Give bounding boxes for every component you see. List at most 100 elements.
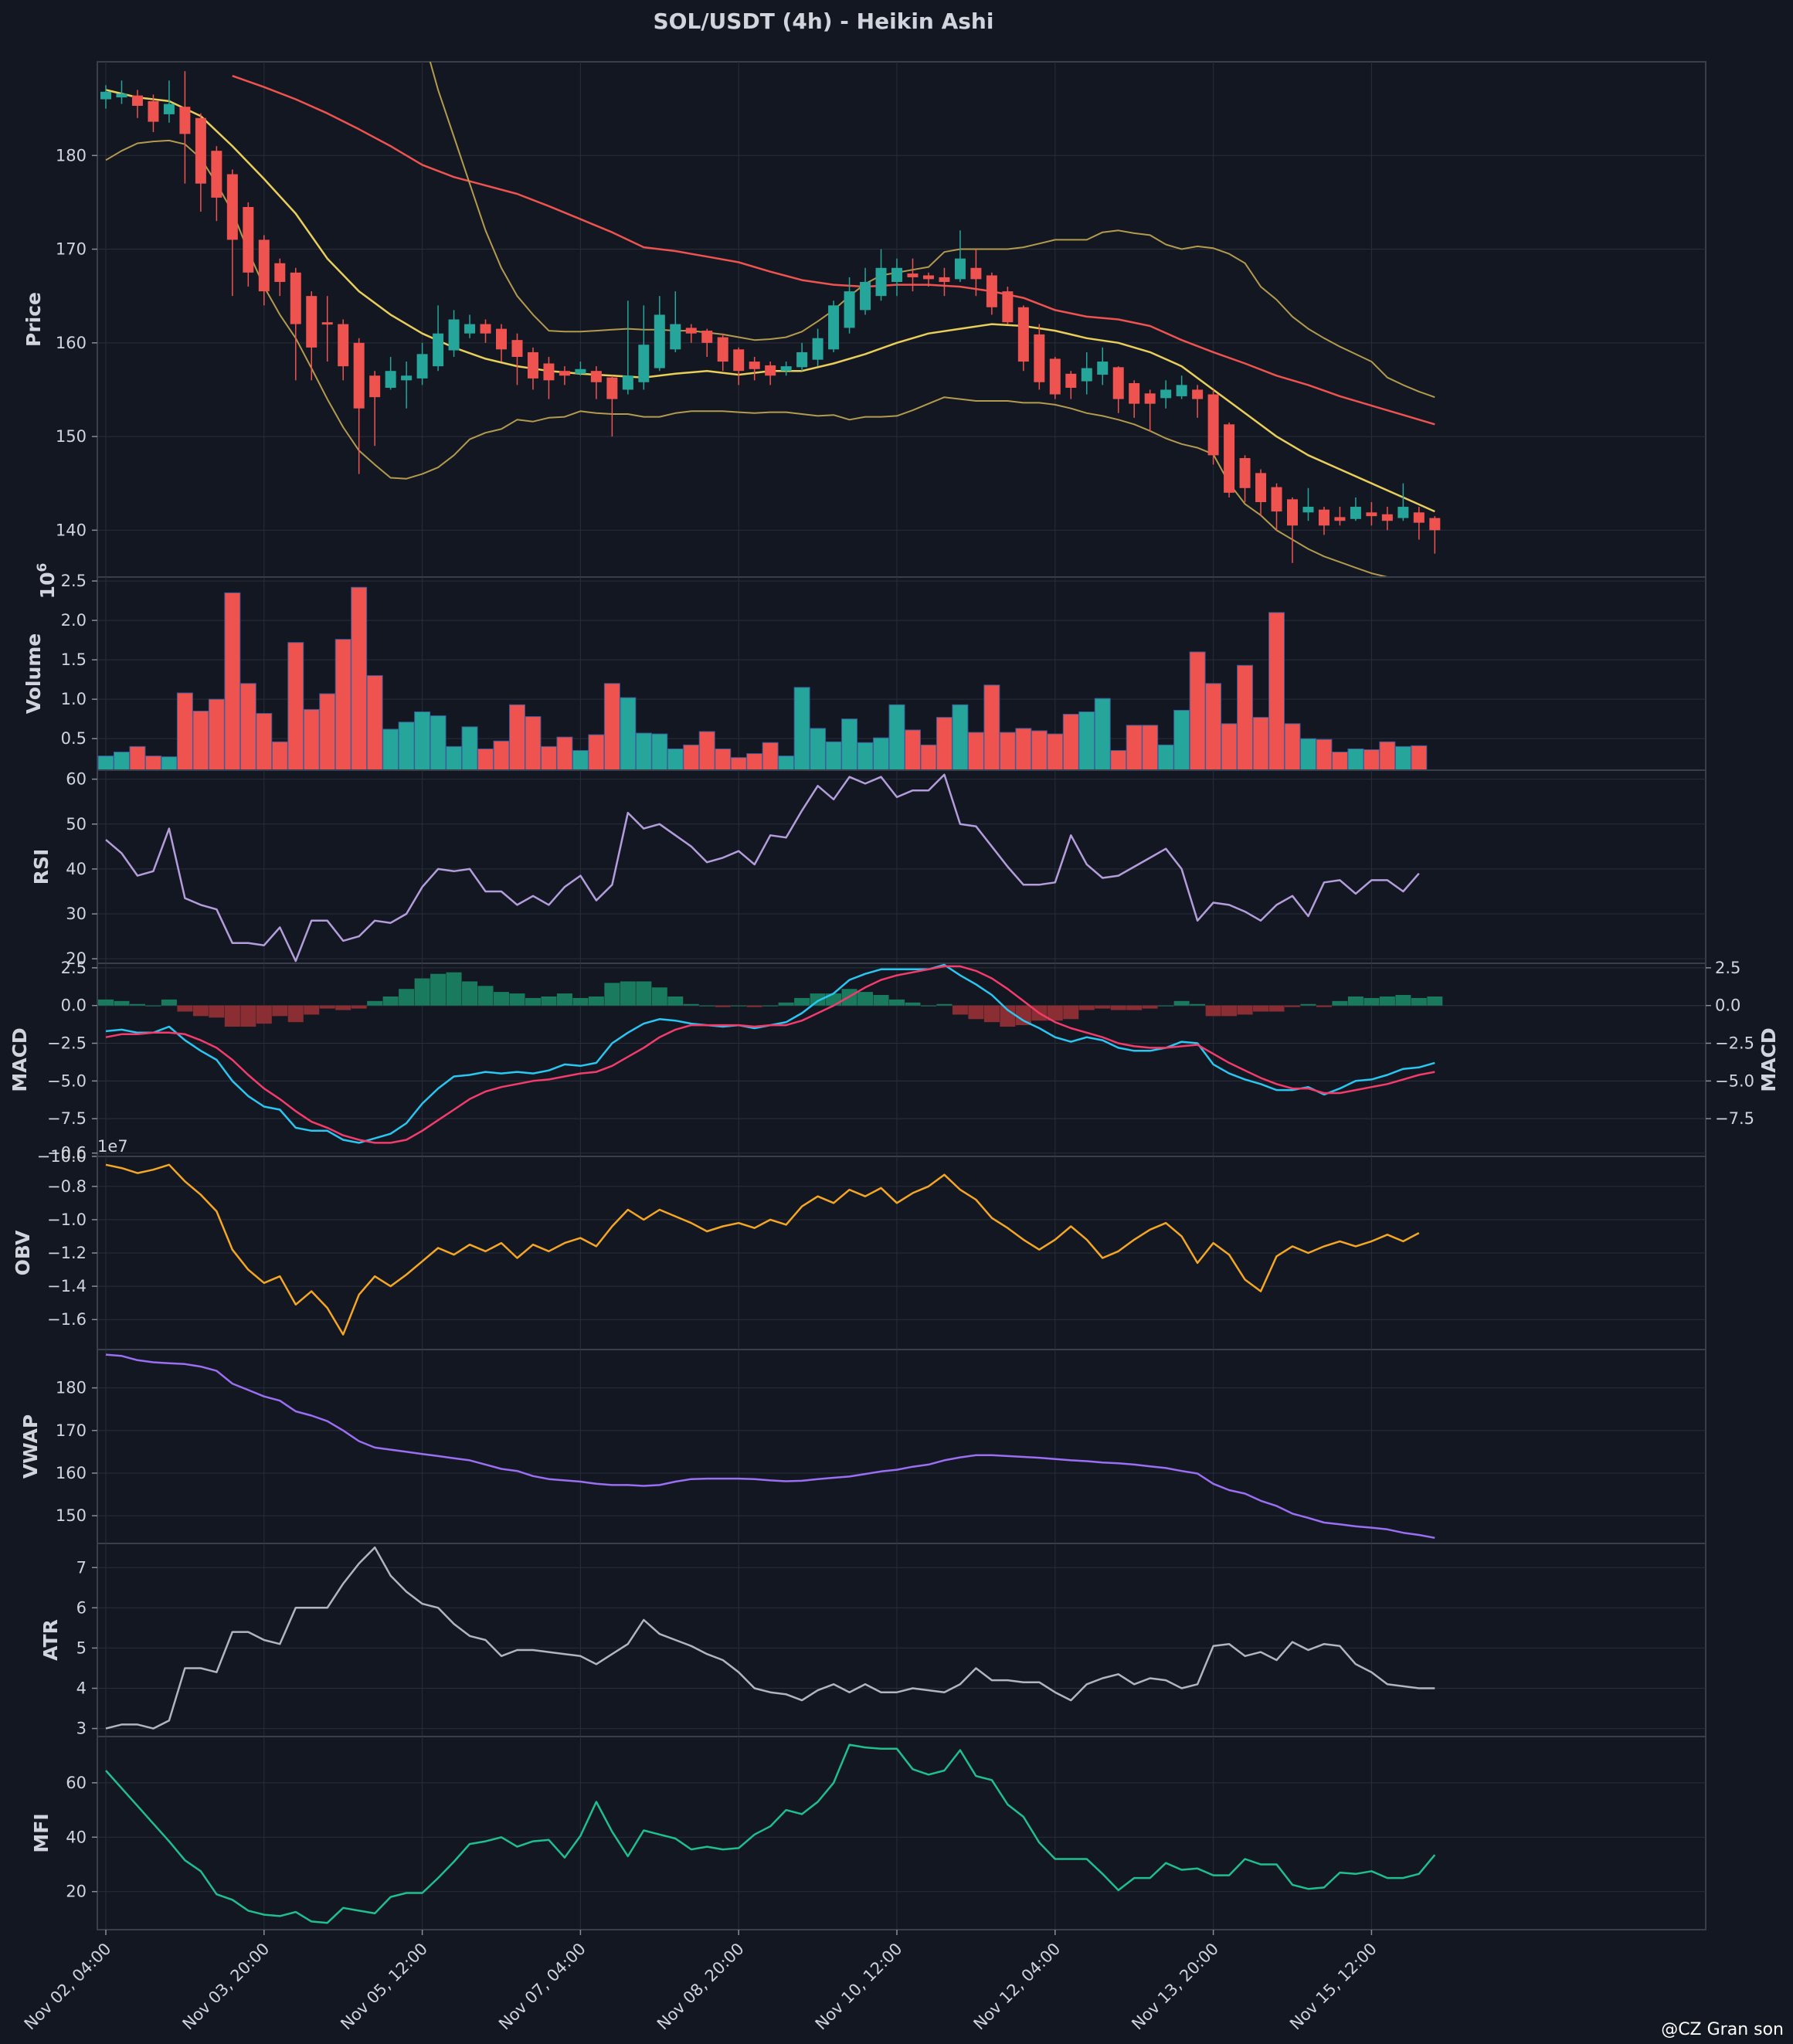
volume-bar [1299, 738, 1316, 771]
atr-ytick-label: 3 [76, 1720, 87, 1738]
volume-bar [793, 687, 810, 771]
vwap-ytick-label: 170 [56, 1421, 87, 1440]
macd-histogram-bar [1363, 997, 1380, 1006]
volume-bar [1316, 738, 1333, 771]
volume-bar [667, 748, 684, 771]
macd-histogram-bar [399, 989, 415, 1006]
macd-axis-label-left: MACD [8, 1027, 31, 1092]
atr-ytick-label: 4 [76, 1679, 87, 1698]
macd-histogram-bar [446, 972, 462, 1006]
obv-ytick-label: −1.2 [47, 1244, 87, 1262]
volume-bar [334, 639, 351, 771]
macd-histogram-bar [256, 1005, 272, 1024]
macd-histogram-bar [1253, 1005, 1269, 1012]
mfi-ytick-label: 60 [66, 1774, 87, 1792]
candle-down [338, 324, 349, 367]
macd-histogram-bar [1142, 1005, 1158, 1009]
candle-up [891, 267, 902, 282]
candle-up [1350, 507, 1361, 519]
macd-histogram-bar [382, 996, 399, 1006]
volume-bar [208, 698, 225, 771]
candle-down [1413, 512, 1425, 523]
macd-histogram-bar [272, 1005, 288, 1017]
candle-down [243, 206, 254, 273]
candle-down [939, 277, 950, 282]
candle-up [163, 104, 175, 114]
macd-histogram-bar [572, 997, 589, 1006]
macd-histogram-bar [604, 983, 620, 1006]
atr-ytick-label: 6 [76, 1598, 87, 1617]
atr-line [105, 1546, 1435, 1730]
candle-up [828, 305, 840, 350]
candle-up [385, 371, 396, 389]
macd-histogram-bar [335, 1005, 351, 1010]
candle-down [986, 275, 997, 307]
macd-ytick-label: 0.0 [1715, 997, 1740, 1015]
volume-bar [730, 757, 747, 771]
macd-ytick-label: −7.5 [47, 1109, 87, 1128]
candle-down [1381, 514, 1393, 521]
volume-bar [414, 711, 431, 771]
rsi-line [105, 773, 1420, 963]
volume-bar [572, 749, 589, 771]
volume-axis-label: Volume [22, 633, 45, 715]
macd-histogram-bar [983, 1005, 1000, 1023]
macd-histogram-bar [1047, 1005, 1063, 1021]
macd-histogram-bar [699, 1005, 715, 1007]
candle-down [195, 117, 206, 184]
macd-histogram-bar [651, 987, 667, 1006]
volume-ytick-label: 1.5 [61, 650, 87, 669]
candle-down [369, 375, 381, 398]
volume-bar [477, 748, 494, 771]
candle-down [274, 263, 286, 282]
candles [100, 71, 1441, 563]
volume-bar [873, 737, 890, 771]
candle-up [796, 351, 808, 368]
candle-down [321, 322, 333, 325]
obv-ytick-label: −0.6 [47, 1144, 87, 1163]
candle-down [1207, 394, 1219, 456]
volume-bar [1347, 748, 1364, 771]
macd-histogram-bar [1126, 1005, 1143, 1010]
candle-down [749, 362, 760, 369]
obv-ytick-label: −1.4 [47, 1277, 87, 1295]
volume-ytick-label: 2.5 [61, 572, 87, 590]
volume-bar [983, 684, 1000, 771]
candle-up [116, 93, 127, 98]
volume-bar [303, 708, 320, 771]
candle-down [511, 340, 523, 358]
macd-histogram-bar [541, 996, 557, 1006]
macd-histogram-bar [1000, 1005, 1016, 1027]
macd-histogram-bar [494, 992, 509, 1006]
macd-ytick-label: 2.5 [1715, 959, 1740, 977]
macd-histogram-bar [287, 1005, 304, 1023]
volume-bar [936, 717, 953, 771]
volume-bar [525, 716, 542, 771]
volume-bar [1237, 664, 1254, 771]
volume-bar [825, 741, 842, 771]
candle-up [812, 338, 823, 360]
candle-down [480, 324, 491, 334]
candle-up [416, 354, 428, 379]
macd-histogram-bar [177, 1005, 193, 1012]
macd-histogram-bar [762, 1005, 779, 1007]
volume-bar [952, 704, 969, 771]
obv-ytick-label: −1.6 [47, 1310, 87, 1329]
volume-bar [1031, 730, 1048, 771]
price-axis-label: Price [22, 292, 45, 347]
candle-down [290, 272, 301, 324]
macd-histogram-bar [509, 993, 525, 1006]
volume-bar [762, 742, 779, 771]
mfi-frame [97, 1736, 1706, 1930]
candle-up [1176, 385, 1187, 396]
volume-bar [1394, 745, 1411, 771]
candle-down [1112, 367, 1124, 399]
macd-histogram-bar [810, 993, 826, 1006]
mfi-ytick-label: 20 [66, 1883, 87, 1901]
candle-down [1429, 518, 1441, 531]
volume-bar [508, 704, 525, 771]
macd-histogram-bar [224, 1005, 240, 1027]
volume-bar [683, 744, 700, 771]
rsi-ytick-label: 40 [66, 860, 87, 878]
macd-ytick-label: −10.0 [37, 1147, 87, 1166]
